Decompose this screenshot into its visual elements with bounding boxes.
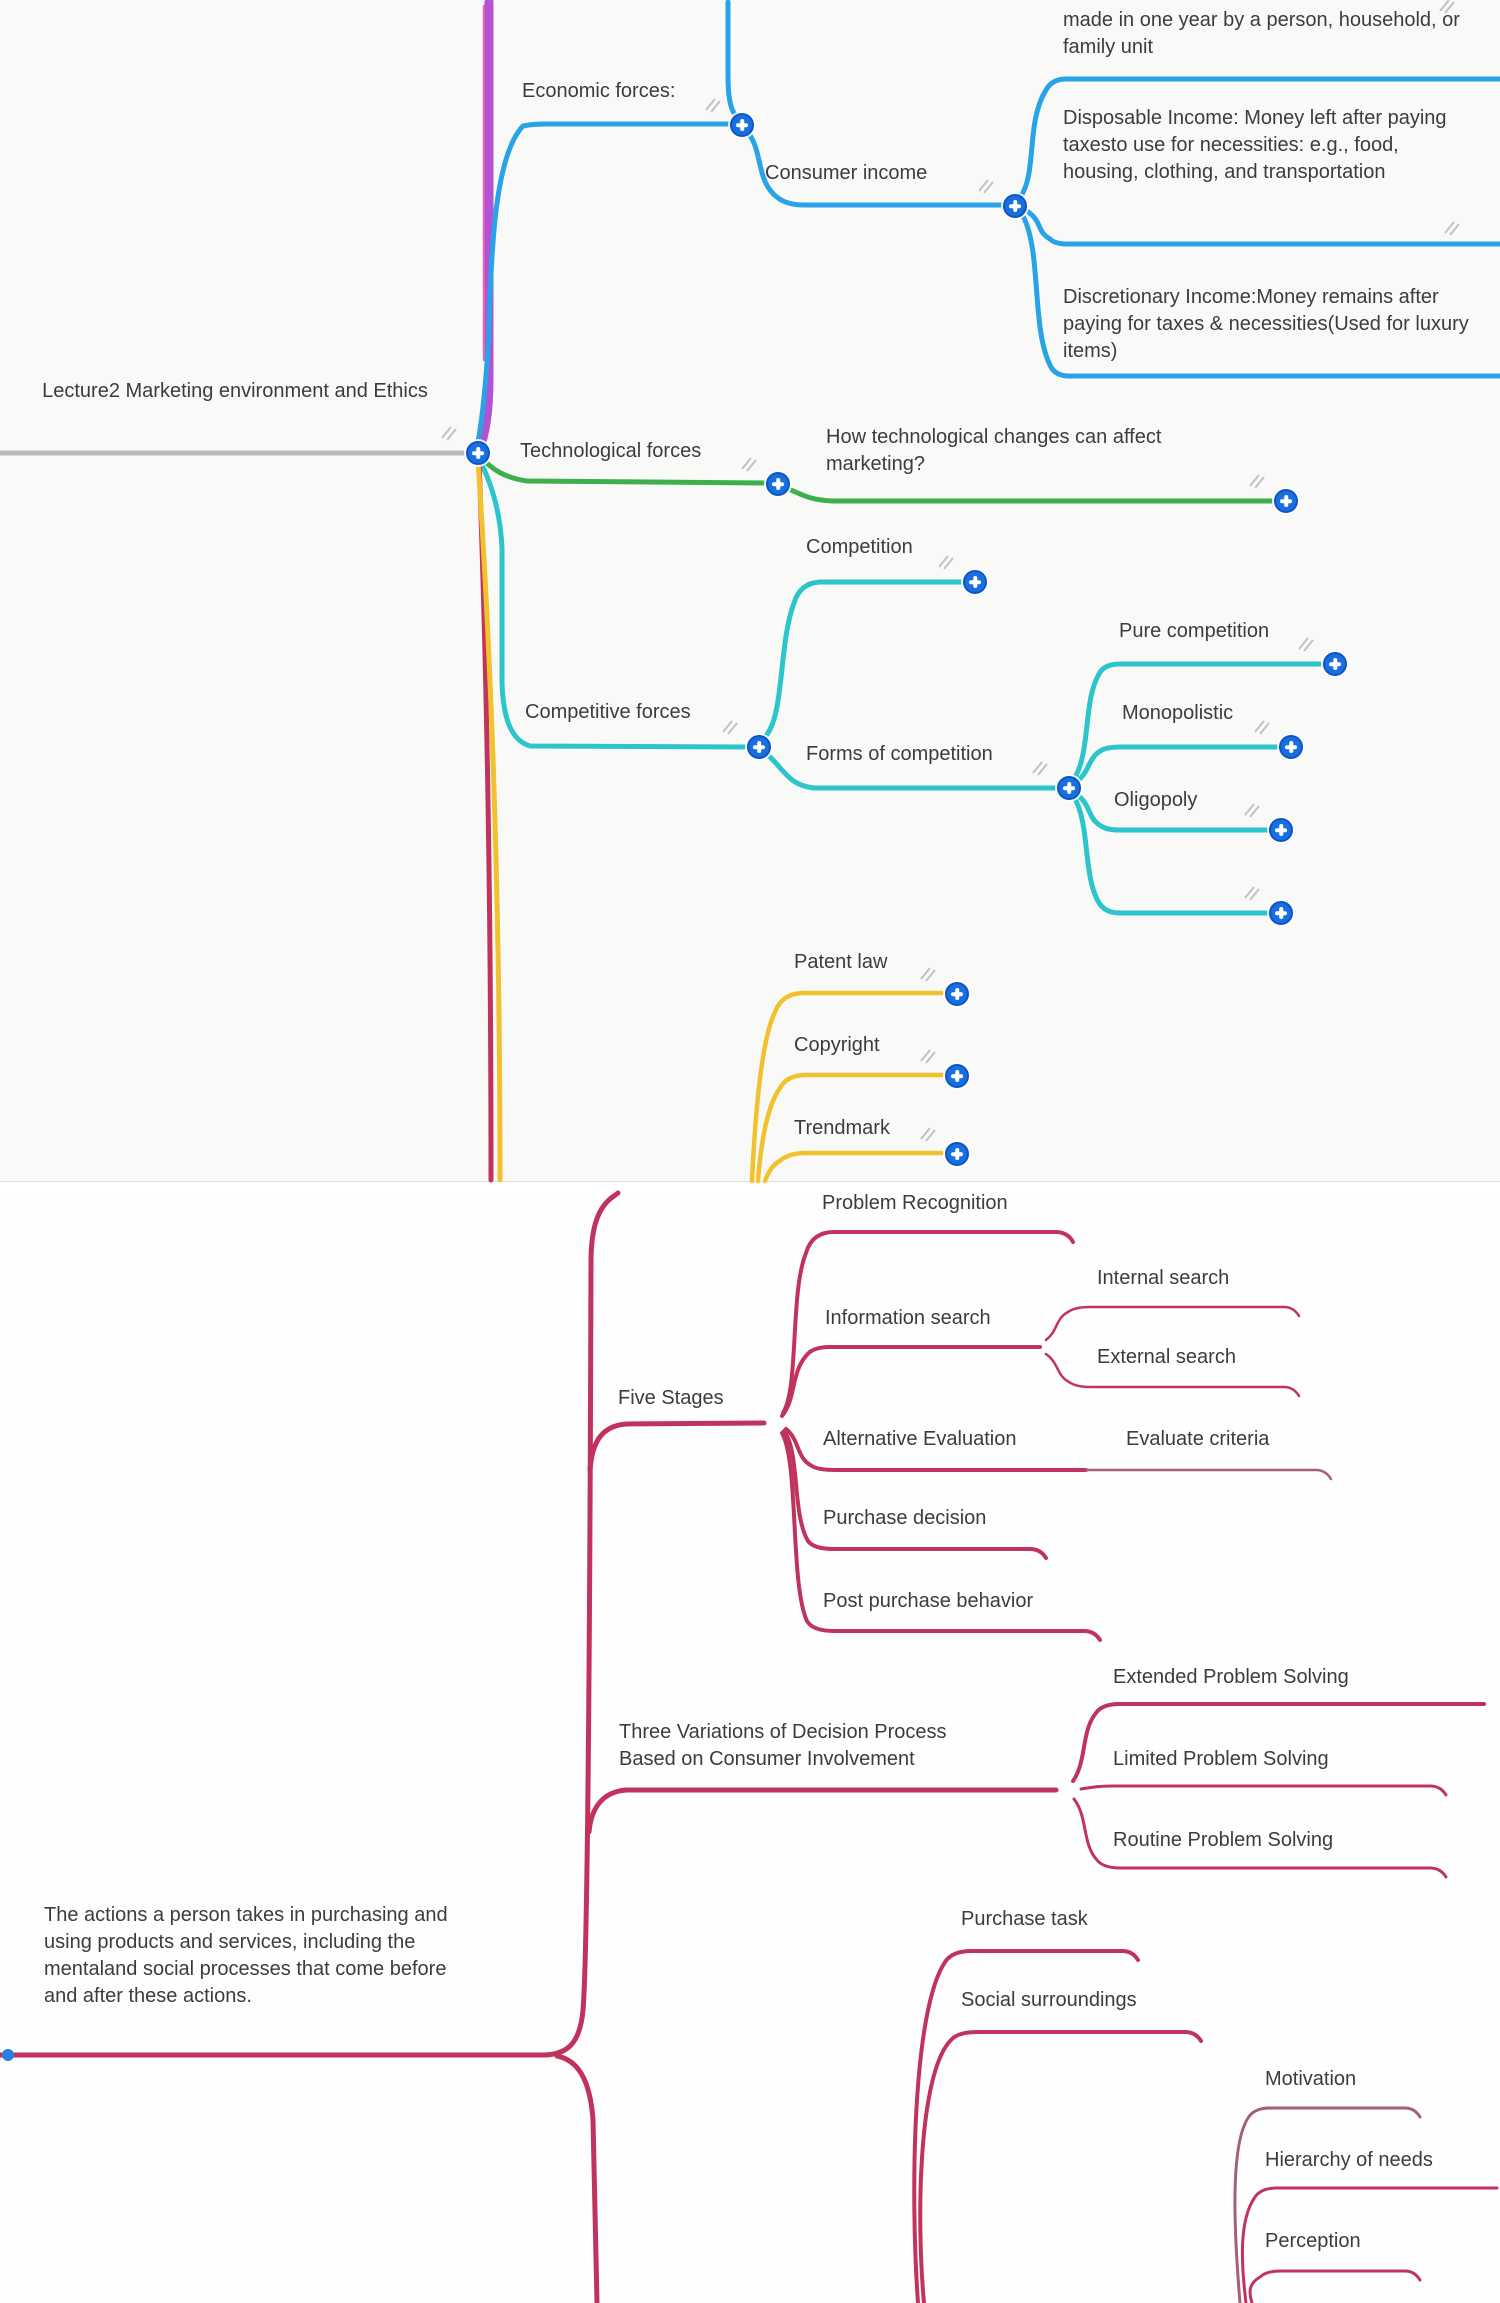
expand-plus-icon[interactable]: [1269, 901, 1293, 925]
node-external-search[interactable]: External search: [1097, 1346, 1236, 1368]
node-copyright[interactable]: Copyright: [794, 1034, 880, 1056]
node-root-topic[interactable]: Lecture2 Marketing environment and Ethic…: [42, 380, 428, 402]
node-problem-recognition[interactable]: Problem Recognition: [822, 1192, 1008, 1214]
section-divider: [0, 1181, 1500, 1192]
node-limited-problem-solving[interactable]: Limited Problem Solving: [1113, 1748, 1329, 1770]
node-post-purchase-behavior[interactable]: Post purchase behavior: [823, 1590, 1034, 1612]
node-motivation[interactable]: Motivation: [1265, 2068, 1357, 2090]
branch-legal: [749, 990, 945, 1184]
node-purchase-task[interactable]: Purchase task: [961, 1908, 1088, 1930]
branch-economic-forces: [474, 0, 1500, 451]
expand-plus-icon[interactable]: [945, 1064, 969, 1088]
expand-plus-icon[interactable]: [1269, 818, 1293, 842]
expand-plus-icon[interactable]: [1057, 776, 1081, 800]
node-purchase-decision[interactable]: Purchase decision: [823, 1507, 987, 1529]
node-consumer-behavior-root[interactable]: The actions a person takes in purchasing…: [44, 1904, 448, 2007]
node-hierarchy-of-needs[interactable]: Hierarchy of needs: [1265, 2149, 1433, 2171]
top-screenshot-background: [0, 0, 1500, 1181]
node-five-stages[interactable]: Five Stages: [618, 1387, 724, 1409]
node-perception[interactable]: Perception: [1265, 2230, 1361, 2252]
expand-plus-icon[interactable]: [945, 982, 969, 1006]
node-disposable-income[interactable]: Disposable Income: Money left after payi…: [1063, 107, 1447, 183]
node-trendmark[interactable]: Trendmark: [794, 1117, 890, 1139]
expand-plus-icon[interactable]: [1003, 194, 1027, 218]
node-three-variations[interactable]: Three Variations of Decision Process Bas…: [619, 1721, 947, 1770]
node-social-surroundings[interactable]: Social surroundings: [961, 1989, 1137, 2011]
node-internal-search[interactable]: Internal search: [1097, 1267, 1230, 1289]
branch-consumer-behavior-trunk: [0, 1190, 1059, 2303]
node-information-search[interactable]: Information search: [825, 1307, 991, 1329]
expand-plus-icon[interactable]: [1274, 489, 1298, 513]
expand-plus-icon[interactable]: [766, 472, 790, 496]
node-competitive-forces[interactable]: Competitive forces: [525, 701, 691, 723]
expand-plus-icon[interactable]: [730, 113, 754, 137]
node-oligopoly[interactable]: Oligopoly: [1114, 789, 1198, 811]
node-alternative-evaluation[interactable]: Alternative Evaluation: [823, 1428, 1017, 1450]
node-patent-law[interactable]: Patent law: [794, 951, 888, 973]
expand-plus-icon[interactable]: [1279, 735, 1303, 759]
node-evaluate-criteria[interactable]: Evaluate criteria: [1126, 1428, 1270, 1450]
expand-plus-icon[interactable]: [466, 441, 490, 465]
expand-plus-icon[interactable]: [963, 570, 987, 594]
node-competition[interactable]: Competition: [806, 536, 913, 558]
node-forms-of-competition[interactable]: Forms of competition: [806, 743, 993, 765]
branch-five-stages: [780, 1230, 1333, 1642]
expand-plus-icon[interactable]: [945, 1142, 969, 1166]
branch-psychological: [1233, 2106, 1499, 2303]
expand-plus-icon[interactable]: [1323, 652, 1347, 676]
node-discretionary-income[interactable]: Discretionary Income:Money remains after…: [1063, 286, 1469, 362]
node-pure-competition[interactable]: Pure competition: [1119, 620, 1270, 642]
node-routine-problem-solving[interactable]: Routine Problem Solving: [1113, 1829, 1334, 1851]
branch-three-variations: [1071, 1702, 1486, 1879]
root-anchor-dot: [2, 2049, 14, 2061]
node-gross-income-fragment[interactable]: made in one year by a person, household,…: [1063, 9, 1460, 58]
node-technological-forces[interactable]: Technological forces: [520, 440, 702, 462]
bottom-screenshot-background: [0, 1192, 1500, 2303]
node-monopolistic[interactable]: Monopolistic: [1122, 702, 1234, 724]
branch-competitive-forces: [476, 456, 1324, 916]
expand-plus-icon[interactable]: [747, 735, 771, 759]
branch-lower-trunks: [475, 456, 503, 1183]
node-how-technological-changes[interactable]: How technological changes can affect mar…: [826, 426, 1162, 475]
node-consumer-income[interactable]: Consumer income: [765, 162, 928, 184]
branch-situational: [912, 1949, 1203, 2303]
node-extended-problem-solving[interactable]: Extended Problem Solving: [1113, 1666, 1349, 1688]
node-economic-forces[interactable]: Economic forces:: [522, 80, 676, 102]
